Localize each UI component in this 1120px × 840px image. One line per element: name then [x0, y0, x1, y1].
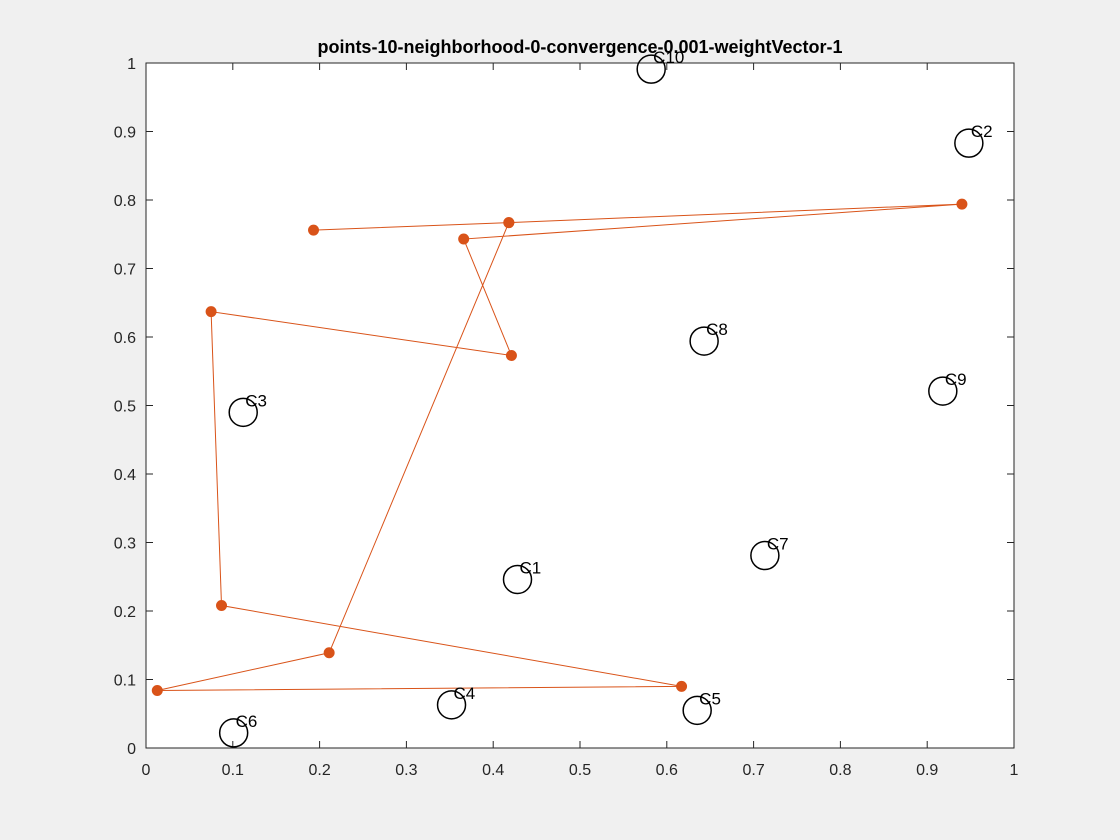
path-marker: [205, 306, 217, 318]
point-label: C7: [767, 535, 789, 554]
x-tick-label: 0.4: [482, 762, 504, 779]
x-axis: 0 0.1 0.2 0.3 0.4 0.5 0.6 0.7 0.8 0.9 1: [142, 63, 1019, 779]
point-marker: [218, 718, 249, 748]
y-tick-label: 0.8: [114, 193, 136, 210]
path-marker: [503, 217, 515, 229]
path-marker: [308, 224, 320, 236]
x-tick-label: 0.9: [916, 762, 938, 779]
point-label: C6: [236, 712, 258, 731]
y-tick-label: 0.7: [114, 262, 136, 279]
point-marker: [682, 695, 712, 726]
x-tick-label: 0.5: [569, 762, 591, 779]
point-marker: [502, 564, 533, 595]
y-tick-label: 0.5: [114, 399, 136, 416]
y-tick-label: 0.2: [114, 604, 136, 621]
x-tick-label: 0.1: [222, 762, 244, 779]
y-tick-label: 0: [127, 741, 136, 758]
plot-area: [145, 62, 1015, 749]
point-label: C8: [706, 320, 728, 339]
point-marker: [750, 540, 780, 571]
path-marker: [216, 600, 228, 612]
y-tick-label: 1: [127, 56, 136, 73]
path-marker: [458, 233, 470, 245]
labeled-points-series: C1 C2 C3 C4 C5 C6 C7 C8 C9 C10: [218, 48, 993, 748]
point-marker: [689, 326, 719, 356]
point-label: C9: [945, 370, 967, 389]
x-tick-label: 0.6: [656, 762, 678, 779]
path-marker: [505, 349, 517, 361]
point-label: C2: [971, 122, 993, 141]
point-marker: [436, 690, 467, 720]
path-marker: [676, 680, 688, 692]
x-tick-label: 0.8: [829, 762, 851, 779]
point-label: C3: [245, 391, 267, 410]
point-label: C4: [454, 684, 476, 703]
y-tick-label: 0.3: [114, 536, 136, 553]
path-marker: [323, 647, 335, 659]
path-marker: [151, 684, 163, 696]
x-tick-label: 0.3: [395, 762, 417, 779]
y-axis: 0 0.1 0.2 0.3 0.4 0.5 0.6 0.7 0.8 0.9 1: [114, 56, 1014, 758]
point-marker: [928, 376, 958, 406]
point-label: C10: [653, 48, 684, 67]
point-label: C5: [699, 689, 721, 708]
point-marker: [228, 397, 258, 428]
path-marker: [956, 198, 968, 210]
y-tick-label: 0.4: [114, 467, 136, 484]
y-tick-label: 0.9: [114, 125, 136, 142]
y-tick-label: 0.6: [114, 330, 136, 347]
x-tick-label: 0.7: [742, 762, 764, 779]
x-tick-label: 1: [1010, 762, 1019, 779]
x-tick-label: 0.2: [308, 762, 330, 779]
x-tick-label: 0: [142, 762, 151, 779]
point-marker: [636, 54, 666, 84]
y-tick-label: 0.1: [114, 673, 136, 690]
point-marker: [954, 128, 984, 158]
chart-title: points-10-neighborhood-0-convergence-0.0…: [317, 37, 842, 57]
point-label: C1: [520, 558, 542, 577]
path-series: [151, 198, 968, 696]
